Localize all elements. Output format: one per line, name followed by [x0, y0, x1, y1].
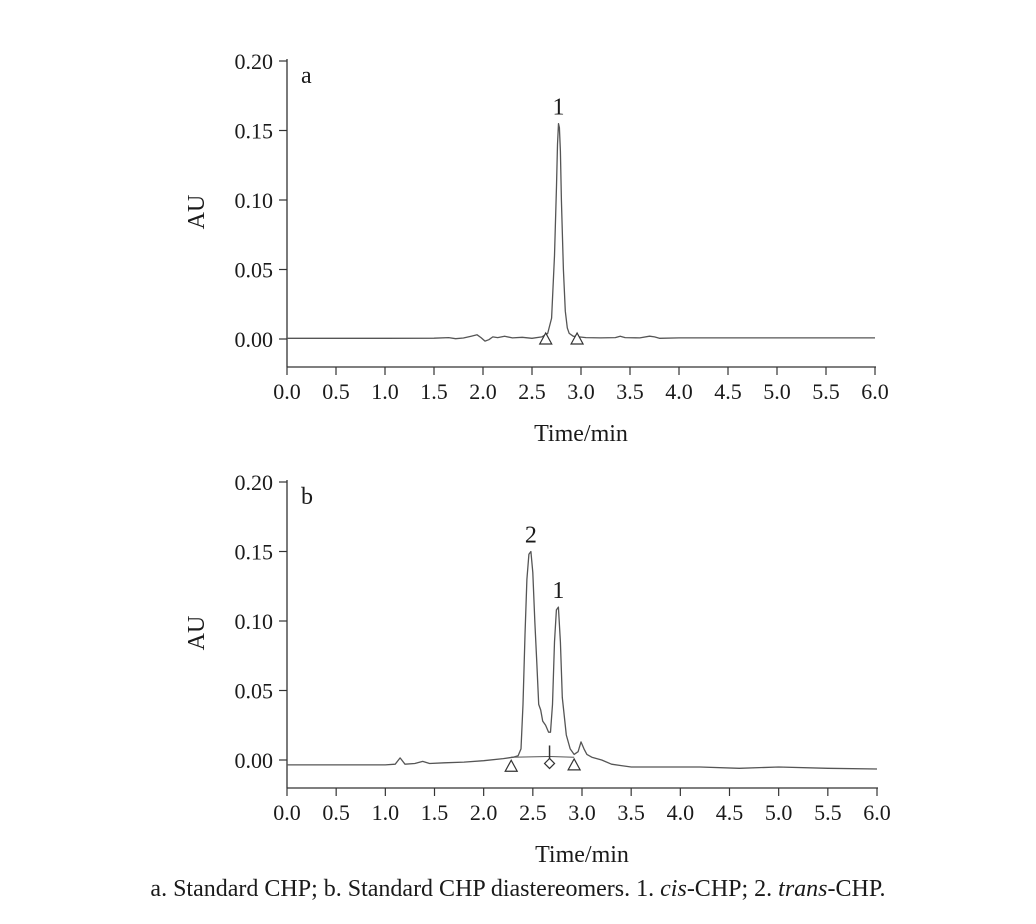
x-tick-label: 2.0 [470, 800, 498, 825]
x-tick-label: 0.5 [322, 800, 350, 825]
x-tick-label: 2.0 [469, 379, 497, 404]
caption-text: -CHP. [827, 876, 886, 902]
x-tick-label: 5.0 [763, 379, 791, 404]
integration-marker-triangle [504, 759, 519, 772]
x-tick-label: 4.5 [714, 379, 742, 404]
x-tick-label: 4.0 [665, 379, 693, 404]
y-axis-title: AU [184, 195, 210, 230]
x-axis-title: Time/min [535, 842, 629, 868]
y-tick-label: 0.00 [235, 748, 274, 773]
chromatogram-trace [287, 550, 878, 770]
x-tick-label: 0.0 [273, 379, 301, 404]
x-tick-label: 3.5 [617, 800, 645, 825]
panel-letter: b [301, 484, 313, 510]
y-tick-label: 0.05 [235, 679, 274, 704]
x-tick-label: 1.0 [372, 800, 400, 825]
caption-text: -CHP; 2. [686, 876, 779, 902]
y-tick-label: 0.10 [235, 609, 274, 634]
caption-italic-text: trans [778, 876, 828, 902]
integration-baseline [549, 756, 575, 758]
x-tick-label: 1.5 [421, 800, 449, 825]
x-tick-label: 1.0 [371, 379, 399, 404]
caption-text: a. Standard CHP; b. Standard CHP diaster… [150, 876, 661, 902]
caption-italic-text: cis [660, 876, 687, 902]
x-tick-label: 3.0 [567, 379, 595, 404]
x-tick-label: 2.5 [519, 800, 547, 825]
chromatogram-trace [287, 122, 875, 342]
figure-caption: a. Standard CHP; b. Standard CHP diaster… [0, 876, 1036, 903]
x-tick-label: 0.0 [273, 800, 301, 825]
x-tick-label: 4.0 [667, 800, 695, 825]
x-tick-label: 3.5 [616, 379, 644, 404]
chromatogram-panel-a: 0.00 0.05 0.10 0.15 0.20 0.0 0.5 1.0 1.5 2.0 2.5 3.… [184, 49, 889, 447]
x-tick-label: 0.5 [322, 379, 350, 404]
integration-marker-triangle [538, 331, 553, 345]
y-tick-label: 0.20 [235, 470, 274, 495]
x-tick-label: 6.0 [863, 800, 891, 825]
peak-label: 2 [525, 523, 537, 549]
integration-marker-triangle [570, 331, 585, 345]
x-tick-label: 1.5 [420, 379, 448, 404]
x-tick-label: 5.5 [814, 800, 842, 825]
chromatogram-panel-b: 0.00 0.05 0.10 0.15 0.20 0.0 0.5 1.0 1.5 2.0 2.5 3.… [184, 470, 891, 868]
x-tick-label: 2.5 [518, 379, 546, 404]
y-tick-label: 0.00 [235, 327, 274, 352]
x-tick-label: 5.0 [765, 800, 793, 825]
integration-marker-diamond [543, 757, 556, 770]
x-tick-label: 4.5 [716, 800, 744, 825]
x-tick-label: 6.0 [861, 379, 889, 404]
x-tick-label: 3.0 [568, 800, 596, 825]
y-tick-label: 0.05 [235, 258, 274, 283]
y-tick-label: 0.10 [235, 188, 274, 213]
x-tick-label: 5.5 [812, 379, 840, 404]
peak-label: 1 [552, 95, 564, 121]
y-tick-label: 0.15 [235, 119, 274, 144]
integration-baseline [511, 756, 550, 758]
y-tick-label: 0.20 [235, 49, 274, 74]
x-axis-title: Time/min [534, 421, 628, 447]
y-axis-title: AU [184, 616, 210, 651]
integration-marker-triangle [567, 757, 582, 771]
peak-label: 1 [552, 578, 564, 604]
panel-letter: a [301, 63, 312, 89]
y-tick-label: 0.15 [235, 540, 274, 565]
